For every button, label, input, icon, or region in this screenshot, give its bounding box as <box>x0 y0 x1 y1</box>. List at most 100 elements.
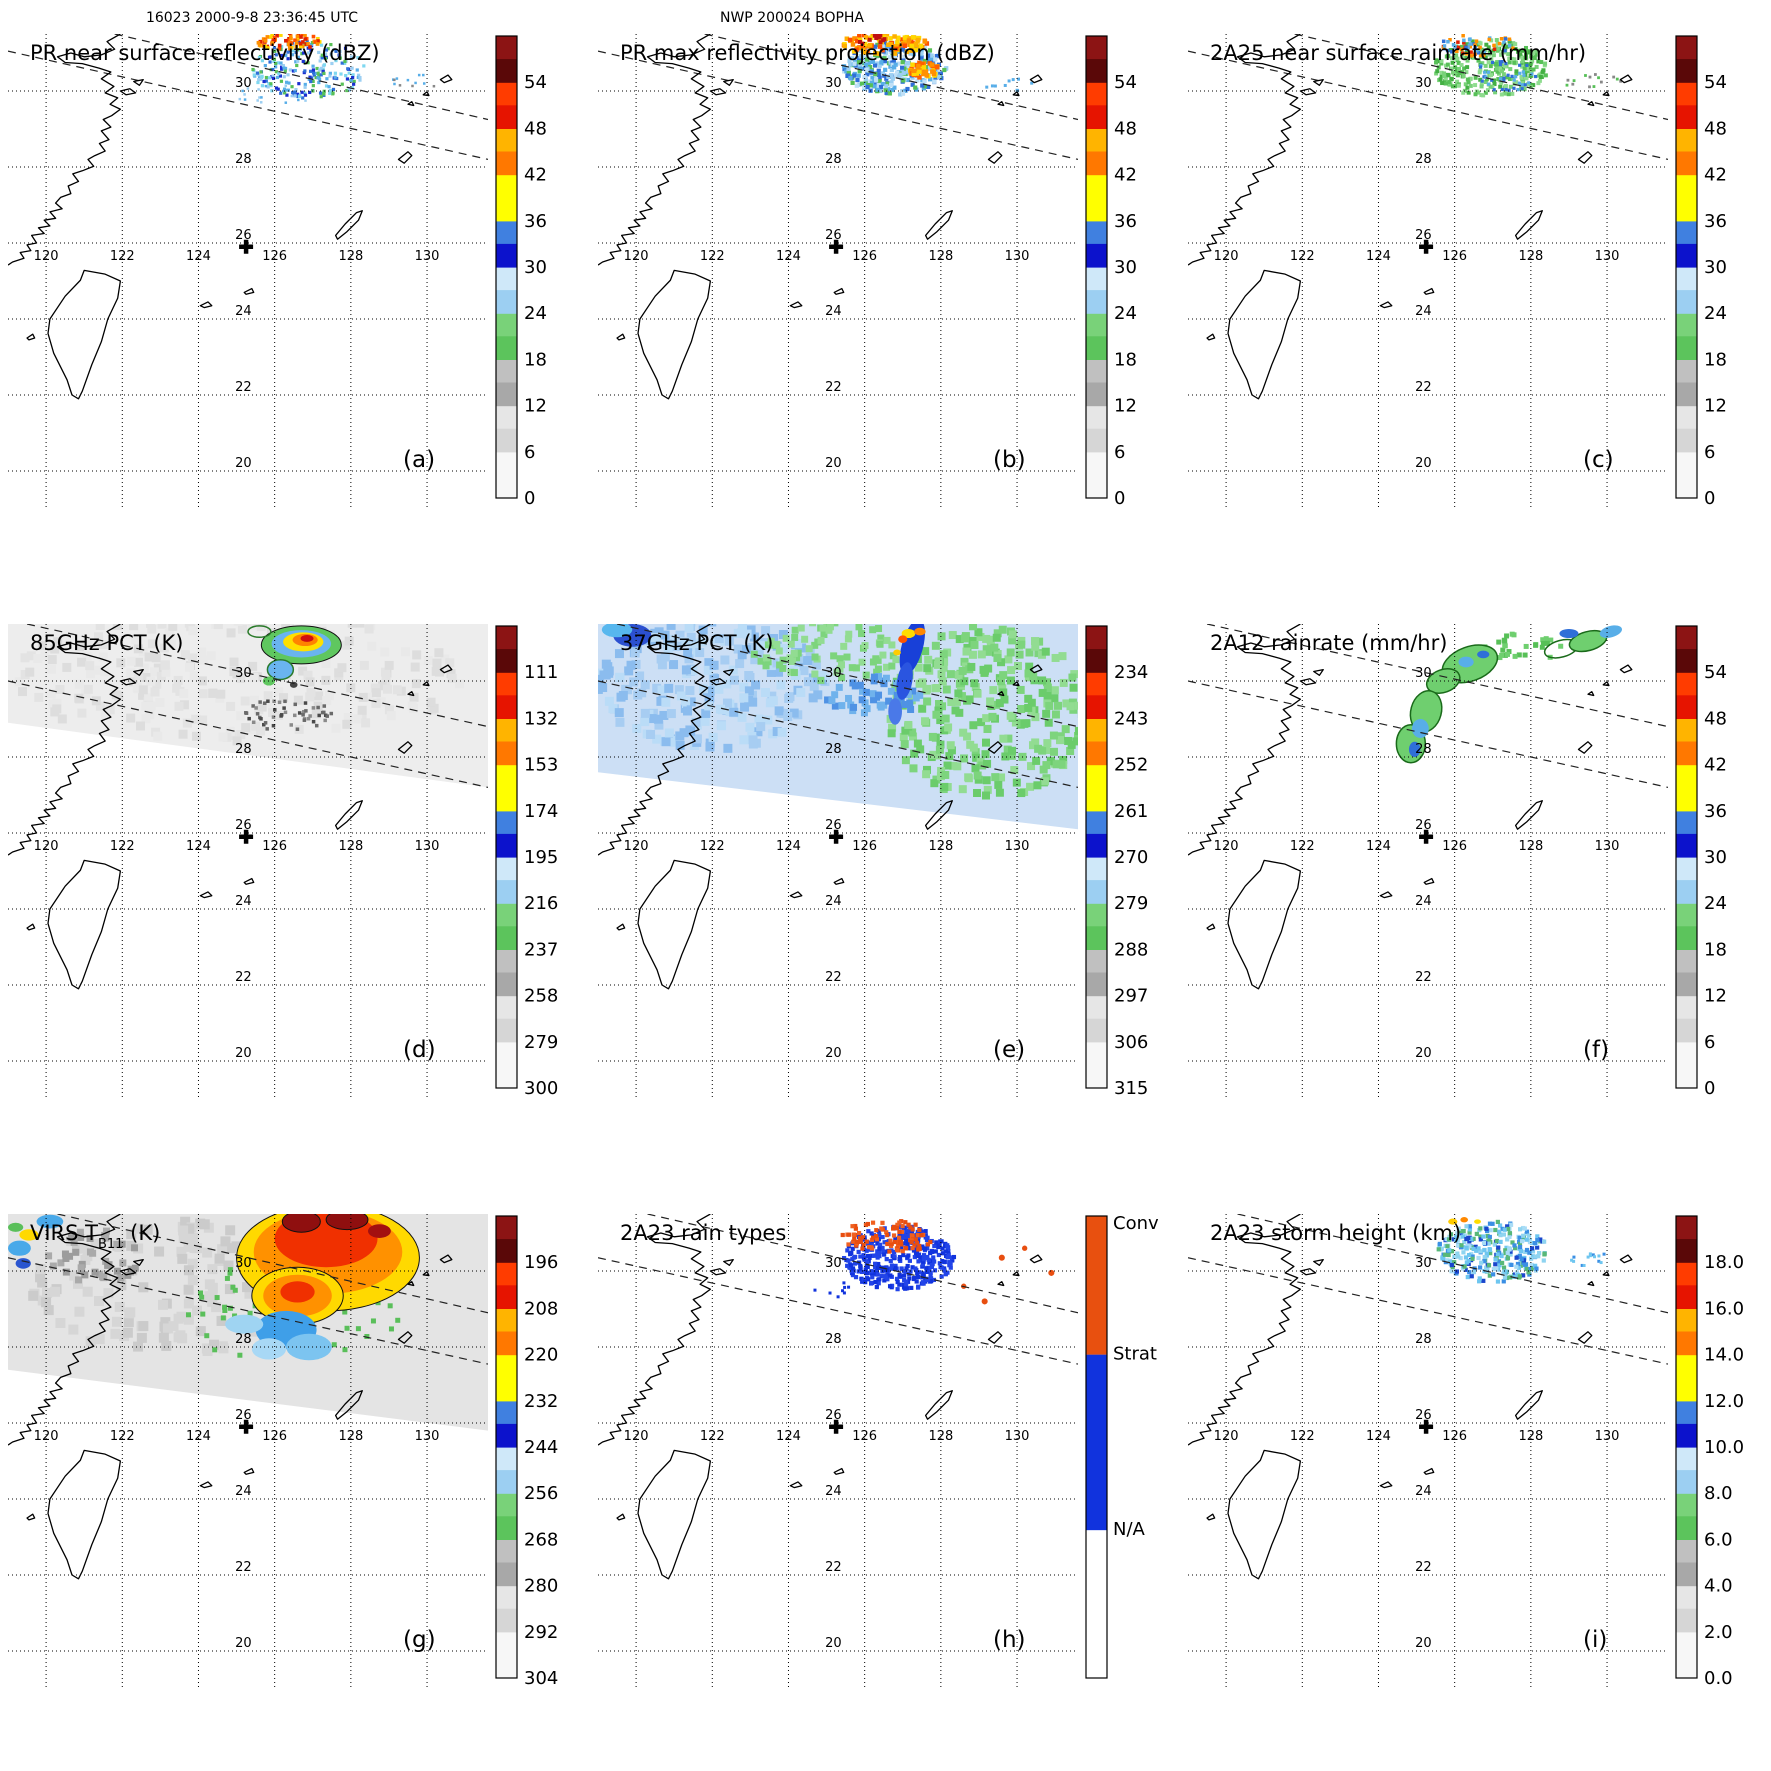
lat-tick-label: 20 <box>1415 456 1432 471</box>
lon-tick-label: 120 <box>624 1429 649 1444</box>
colorbar-tick-label: 288 <box>1114 939 1148 960</box>
lat-tick-label: 26 <box>1415 1408 1432 1423</box>
island-coastline <box>997 100 1005 107</box>
panel-c-letter: (c) <box>1583 447 1614 473</box>
island-coastline <box>1602 91 1610 97</box>
colorbar-tick-label: 0 <box>1704 1078 1715 1099</box>
island-coastline <box>723 78 734 86</box>
panel-d-colorbar: 300 279 258 237 216 195 174 153 132 111 <box>495 625 558 1099</box>
colorbar-tick-label: 18 <box>1704 939 1727 960</box>
panel-i-colorbar: 0.0 2.0 4.0 6.0 8.0 10.0 12.0 14.0 16.0 18.0 <box>1675 1215 1744 1689</box>
colorbar-tick-label: 279 <box>1114 893 1148 914</box>
island-coastline <box>1379 301 1393 309</box>
island-coastline <box>1587 100 1595 107</box>
lat-tick-label: 28 <box>1415 742 1432 757</box>
panel-c: 120 122 124 126 128 130 20 22 24 26 28 30 2A25 near … <box>1180 30 1770 620</box>
colorbar-tick-label: 306 <box>1114 1032 1148 1053</box>
island-coastline <box>397 1331 413 1344</box>
lat-tick-label: 20 <box>1415 1636 1432 1651</box>
island-coastline <box>422 681 430 687</box>
colorbar-tick-label: 12 <box>1114 396 1137 417</box>
island-coastline <box>397 741 413 754</box>
lat-tick-label: 26 <box>825 228 842 243</box>
colorbar-tick-label: 243 <box>1114 708 1148 729</box>
island-coastline <box>1619 74 1633 84</box>
colorbar-tick-label: 18.0 <box>1704 1252 1744 1273</box>
island-coastline <box>439 1254 453 1264</box>
colorbar-tick-label: 234 <box>1114 662 1148 683</box>
island-coastline <box>1227 1449 1302 1580</box>
lon-tick-label: 120 <box>34 839 59 854</box>
island-coastline <box>616 923 626 931</box>
lat-tick-label: 28 <box>825 742 842 757</box>
lat-tick-label: 30 <box>235 76 252 91</box>
colorbar-tick-label: 48 <box>1704 708 1727 729</box>
lat-tick-label: 30 <box>1415 76 1432 91</box>
lon-tick-label: 128 <box>1518 1429 1543 1444</box>
colorbar-tick-label: 292 <box>524 1622 558 1643</box>
swath-edge-line <box>1294 34 1668 121</box>
lat-tick-label: 22 <box>1415 1560 1432 1575</box>
lat-tick-label: 24 <box>825 304 842 319</box>
lon-tick-label: 124 <box>1366 1429 1391 1444</box>
colorbar-tick-label: 195 <box>524 847 558 868</box>
lon-tick-label: 126 <box>262 249 287 264</box>
panel-a-map: 120 122 124 126 128 130 20 22 24 26 28 30 PR near su… <box>8 34 488 509</box>
island-coastline <box>1423 287 1435 295</box>
colorbar-category-label: Strat <box>1113 1344 1157 1365</box>
island-coastline <box>119 678 137 686</box>
panel-h-colorbar: Conv Strat N/A <box>1085 1213 1159 1679</box>
lat-tick-label: 22 <box>825 1560 842 1575</box>
storm-center-marker <box>829 239 844 254</box>
island-coastline <box>199 301 213 309</box>
colorbar-tick-label: 54 <box>1704 72 1727 93</box>
lon-tick-label: 128 <box>1518 249 1543 264</box>
island-coastline <box>1227 859 1302 990</box>
lon-tick-label: 128 <box>338 1429 363 1444</box>
lat-tick-label: 24 <box>1415 304 1432 319</box>
panel-d-letter: (d) <box>403 1037 436 1063</box>
lat-tick-label: 28 <box>825 1332 842 1347</box>
colorbar-tick-label: 0.0 <box>1704 1668 1733 1689</box>
panel-i-title: 2A23 storm height (km) <box>1210 1221 1461 1245</box>
colorbar-tick-label: 14.0 <box>1704 1345 1744 1366</box>
island-coastline <box>422 91 430 97</box>
lon-tick-label: 124 <box>1366 839 1391 854</box>
storm-center-marker <box>1419 829 1434 844</box>
lon-tick-label: 126 <box>852 1429 877 1444</box>
lon-tick-label: 124 <box>1366 249 1391 264</box>
lon-tick-label: 122 <box>700 839 725 854</box>
panel-g-map: 120 122 124 126 128 130 20 22 24 26 28 30 VIRS TB11 … <box>8 1214 488 1689</box>
lon-tick-label: 130 <box>1595 249 1620 264</box>
lat-tick-label: 20 <box>235 1636 252 1651</box>
island-coastline <box>133 78 144 86</box>
swath-edge-line <box>1188 1257 1668 1365</box>
island-coastline <box>1514 210 1543 240</box>
colorbar-tick-label: 220 <box>524 1345 558 1366</box>
colorbar-tick-label: 48 <box>524 118 547 139</box>
lat-tick-label: 30 <box>1415 1256 1432 1271</box>
island-coastline <box>637 1449 712 1580</box>
lat-tick-label: 28 <box>1415 1332 1432 1347</box>
island-coastline <box>789 891 803 899</box>
island-coastline <box>1299 88 1317 96</box>
colorbar-tick-label: 30 <box>524 257 547 278</box>
island-coastline <box>1587 1280 1595 1287</box>
colorbar-tick-label: 268 <box>524 1529 558 1550</box>
lon-tick-label: 130 <box>1005 1429 1030 1444</box>
lon-tick-label: 120 <box>624 249 649 264</box>
island-coastline <box>133 1258 144 1266</box>
panel-h-letter: (h) <box>993 1627 1026 1653</box>
colorbar-tick-label: 12 <box>1704 396 1727 417</box>
island-coastline <box>1313 1258 1324 1266</box>
colorbar-tick-label: 54 <box>524 72 547 93</box>
island-coastline <box>1012 91 1020 97</box>
panel-grid: 120 122 124 126 128 130 20 22 24 26 28 30 PR near su… <box>0 30 1770 1771</box>
lon-tick-label: 120 <box>1214 249 1239 264</box>
island-coastline <box>243 287 255 295</box>
island-coastline <box>1313 668 1324 676</box>
lat-tick-label: 22 <box>235 1560 252 1575</box>
lat-tick-label: 22 <box>825 970 842 985</box>
island-coastline <box>924 210 953 240</box>
